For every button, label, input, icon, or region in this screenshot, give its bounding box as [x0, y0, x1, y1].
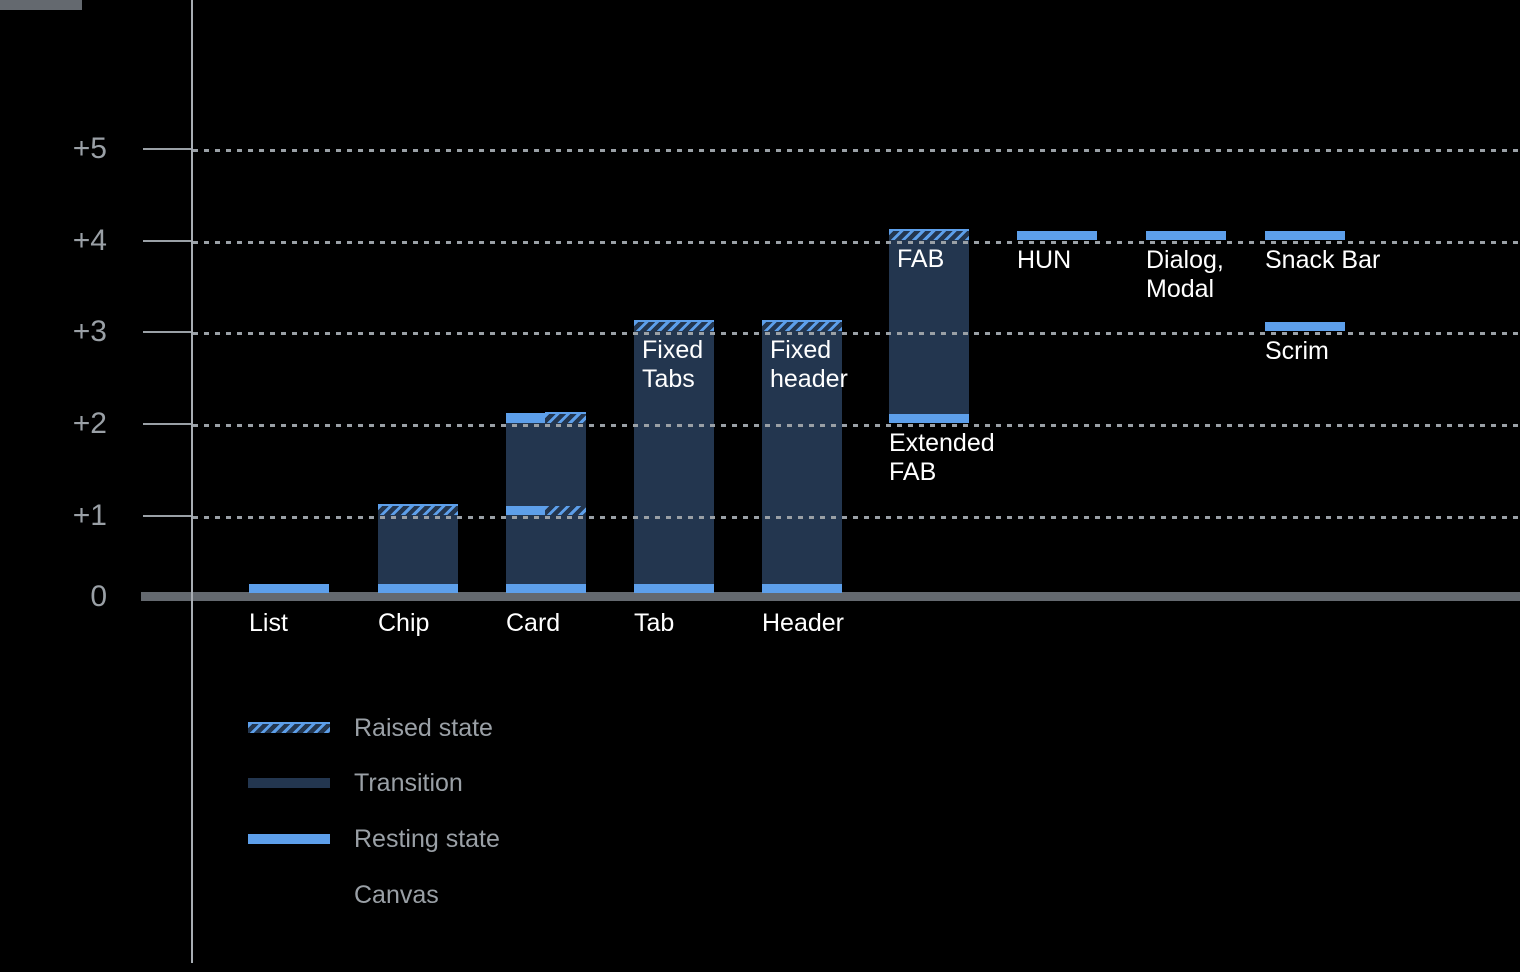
- bar-label-list: List: [249, 609, 288, 638]
- transition-segment: [889, 240, 969, 414]
- tick-4: [143, 240, 192, 242]
- bar-label-header: Header: [762, 609, 844, 638]
- bar-label-line: List: [249, 609, 288, 637]
- legend-swatch-transition: [248, 778, 330, 788]
- bar-label-chip: Chip: [378, 609, 429, 638]
- resting-segment: [1265, 322, 1345, 331]
- y-axis-line: [191, 0, 193, 963]
- resting-segment: [634, 584, 714, 593]
- tick-label-1: +1: [72, 499, 107, 532]
- gridline-3: [193, 332, 1520, 335]
- gridline-1: [193, 516, 1520, 519]
- legend-label: Resting state: [354, 825, 500, 853]
- bar-label-line: Snack Bar: [1265, 246, 1381, 274]
- transition-segment: [506, 423, 586, 506]
- bar-label-extended-fab: Extended FAB: [889, 429, 995, 487]
- inner-label-line: Fixed: [642, 336, 704, 364]
- bar-label-line: Card: [506, 609, 561, 637]
- resting-segment: [506, 505, 545, 515]
- bar-label-line: Extended: [889, 429, 995, 457]
- transition-segment: [634, 331, 714, 584]
- tick-label-0: 0: [90, 580, 107, 613]
- legend-swatch-canvas: [0, 0, 82, 10]
- transition-segment: [378, 515, 458, 584]
- gridline-4: [193, 241, 1520, 244]
- bar-label-line: Header: [762, 609, 844, 637]
- bar-label-line: Tab: [634, 609, 675, 637]
- resting-segment: [889, 414, 969, 423]
- inner-label-fab: FAB: [897, 245, 944, 274]
- inner-label-fixed-header: Fixed header: [770, 336, 848, 394]
- bar-label-hun: HUN: [1017, 246, 1071, 275]
- resting-segment: [1265, 231, 1345, 240]
- legend-swatch-resting: [248, 834, 330, 844]
- inner-label-line: Fixed: [770, 336, 832, 364]
- resting-segment: [249, 584, 329, 593]
- raised-segment: [889, 229, 969, 240]
- tick-label-4: +4: [72, 224, 107, 257]
- bar-label-line: Dialog,: [1146, 246, 1224, 274]
- raised-segment: [634, 320, 714, 331]
- tick-label-2: +2: [72, 407, 107, 440]
- bar-label-line: Modal: [1146, 275, 1215, 303]
- raised-segment: [378, 504, 458, 515]
- resting-segment: [1017, 231, 1097, 240]
- bar-label-snack-bar: Snack Bar: [1265, 246, 1380, 275]
- resting-segment: [506, 584, 586, 593]
- bar-label-line: FAB: [889, 458, 937, 486]
- bar-label-dialog-modal: Dialog, Modal: [1146, 246, 1224, 304]
- tick-3: [143, 331, 192, 333]
- bar-label-tab: Tab: [634, 609, 674, 638]
- legend-swatch-raised: [248, 722, 330, 733]
- resting-segment: [506, 413, 545, 423]
- gridline-5: [193, 149, 1520, 152]
- inner-label-line: FAB: [897, 245, 945, 273]
- bar-label-line: HUN: [1017, 246, 1072, 274]
- raised-segment: [762, 320, 842, 331]
- raised-segment: [545, 412, 586, 423]
- legend-item-canvas: Canvas: [0, 0, 1520, 909]
- tick-label-3: +3: [72, 315, 107, 348]
- bar-label-line: Scrim: [1265, 337, 1329, 365]
- resting-segment: [1146, 231, 1226, 240]
- resting-segment: [762, 584, 842, 593]
- legend-label: Raised state: [354, 714, 493, 742]
- inner-label-fixed-tabs: Fixed Tabs: [642, 336, 703, 394]
- transition-segment: [762, 331, 842, 584]
- transition-segment: [506, 515, 586, 584]
- bar-label-scrim: Scrim: [1265, 337, 1329, 366]
- tick-1: [143, 515, 192, 517]
- bar-label-line: Chip: [378, 609, 430, 637]
- inner-label-line: header: [770, 365, 848, 393]
- tick-label-5: +5: [72, 132, 107, 165]
- legend-label: Transition: [354, 769, 463, 797]
- bar-label-card: Card: [506, 609, 560, 638]
- tick-5: [143, 148, 192, 150]
- canvas-baseline: [141, 592, 1520, 601]
- tick-2: [143, 423, 192, 425]
- inner-label-line: Tabs: [642, 365, 695, 393]
- gridline-2: [193, 424, 1520, 427]
- legend-label: Canvas: [354, 881, 439, 909]
- resting-segment: [378, 584, 458, 593]
